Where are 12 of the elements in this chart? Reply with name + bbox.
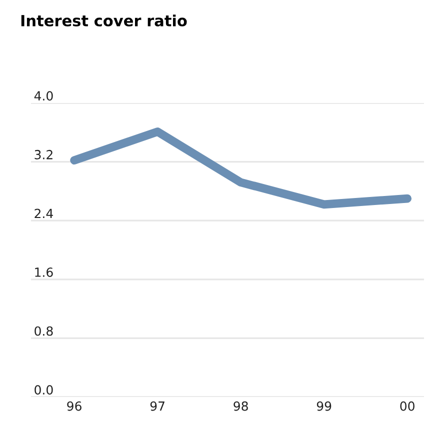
y-tick-label: 0.0 — [34, 385, 53, 395]
y-tick-label: 2.4 — [34, 208, 53, 218]
x-tick-label: 97 — [150, 401, 164, 411]
chart-title: Interest cover ratio — [21, 14, 187, 26]
x-tick-label: 00 — [400, 401, 414, 411]
x-tick-label: 99 — [316, 401, 332, 411]
y-tick-label: 3.2 — [34, 150, 52, 160]
y-tick-label: 0.8 — [34, 326, 53, 336]
y-tick-label: 4.0 — [34, 91, 53, 101]
x-tick-label: 96 — [67, 401, 82, 411]
x-tick-label: 98 — [234, 401, 248, 411]
y-tick-label: 1.6 — [35, 268, 53, 277]
